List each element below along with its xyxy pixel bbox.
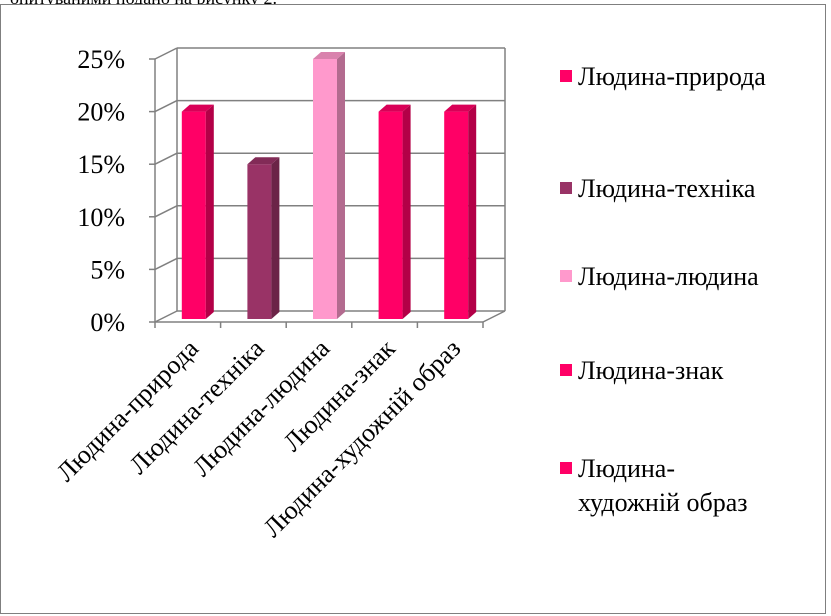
bar (181, 111, 206, 319)
bar (444, 111, 469, 319)
legend-item-1: Людина-природа (560, 60, 766, 94)
bar-side (337, 52, 345, 319)
bar (247, 164, 272, 319)
y-tick-label: 10% (77, 203, 125, 232)
legend-swatch-1 (560, 70, 572, 82)
bar-top (378, 104, 411, 112)
side-gridline (154, 47, 178, 60)
bar-top (181, 104, 214, 112)
bar-side (205, 104, 214, 319)
bar-top (313, 52, 345, 59)
legend-item-5: Людина- художній образ (560, 452, 748, 520)
side-gridline (154, 152, 178, 165)
chart-frame (0, 4, 826, 614)
legend-swatch-3 (560, 270, 572, 282)
legend-label-3: Людина-людина (578, 262, 759, 291)
legend-label-1: Людина-природа (578, 62, 766, 91)
legend-item-2: Людина-техніка (560, 172, 755, 206)
legend-swatch-2 (560, 182, 572, 194)
legend-item-3: Людина-людина (560, 260, 759, 294)
y-tick-label: 15% (77, 150, 125, 179)
y-tick-label: 0% (90, 308, 125, 337)
legend-item-4: Людина-знак (560, 354, 723, 388)
side-gridline (154, 205, 178, 218)
bar-side (402, 104, 411, 319)
bar-top (444, 104, 477, 112)
y-tick-label: 20% (77, 98, 125, 127)
legend-label-2: Людина-техніка (578, 174, 756, 203)
y-tick-label: 5% (90, 255, 125, 284)
floor-edge (482, 310, 506, 323)
side-gridline (154, 99, 178, 113)
bar-side (271, 157, 280, 319)
bar (378, 111, 403, 319)
legend-label-5b: художній образ (578, 488, 748, 517)
bar (313, 59, 337, 319)
y-tick-label: 25% (77, 45, 125, 74)
legend-label-5a: Людина- (578, 454, 675, 483)
bar-side (468, 104, 477, 319)
legend-swatch-5 (560, 462, 572, 474)
side-gridline (154, 310, 178, 323)
legend-label-4: Людина-знак (578, 356, 724, 385)
side-gridline (154, 257, 178, 271)
legend-swatch-4 (560, 364, 572, 376)
bar-top (247, 157, 280, 165)
